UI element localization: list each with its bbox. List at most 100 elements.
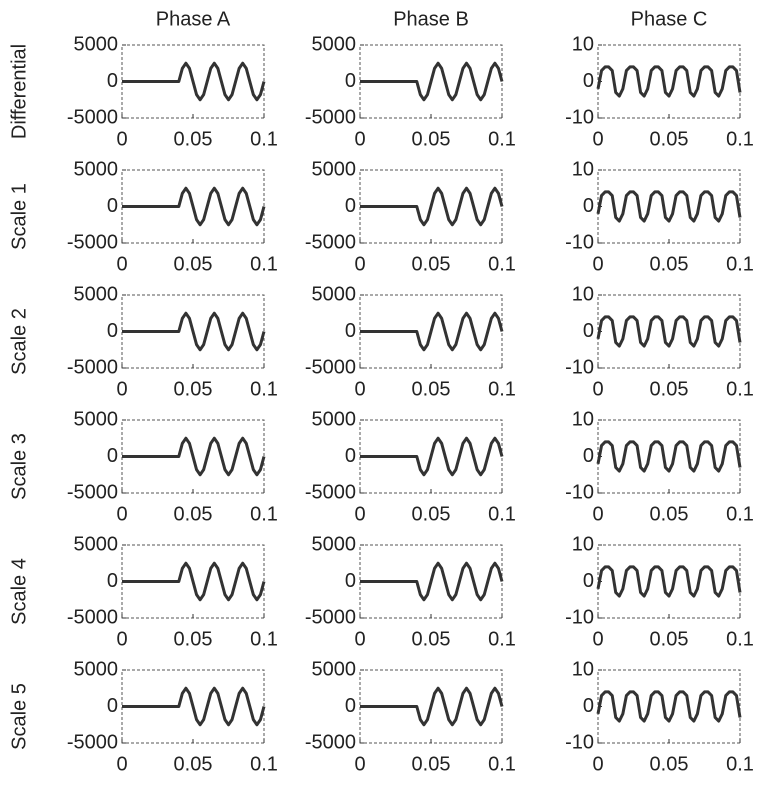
x-tick-label: 0.05 xyxy=(174,128,213,150)
y-tick-label: 5000 xyxy=(312,408,357,430)
x-tick-label: 0.1 xyxy=(488,128,516,150)
y-tick-label: -5000 xyxy=(67,731,118,753)
x-tick-label: 0.05 xyxy=(174,253,213,275)
x-tick-label: 0.1 xyxy=(726,128,754,150)
x-tick-label: 0.1 xyxy=(250,378,278,400)
y-tick-label: 5000 xyxy=(312,283,357,305)
x-tick-label: 0 xyxy=(116,378,127,400)
x-tick-label: 0 xyxy=(116,753,127,775)
figure: 50000-500000.050.1Phase ADifferential500… xyxy=(0,0,763,786)
waveform xyxy=(122,688,264,725)
y-tick-label: -5000 xyxy=(67,606,118,628)
x-tick-label: 0.05 xyxy=(412,253,451,275)
waveform xyxy=(122,563,264,600)
y-tick-label: 0 xyxy=(345,445,356,467)
y-tick-label: 0 xyxy=(345,570,356,592)
x-tick-label: 0.05 xyxy=(412,753,451,775)
plot-frame xyxy=(598,545,740,618)
y-tick-label: -10 xyxy=(565,106,594,128)
x-tick-label: 0.05 xyxy=(650,378,689,400)
plot-frame xyxy=(598,295,740,368)
y-tick-label: 0 xyxy=(583,320,594,342)
x-tick-label: 0 xyxy=(592,378,603,400)
y-tick-label: 0 xyxy=(107,70,118,92)
x-tick-label: 0.1 xyxy=(250,128,278,150)
waveform xyxy=(598,317,740,346)
y-tick-label: 5000 xyxy=(312,533,357,555)
x-tick-label: 0.1 xyxy=(250,503,278,525)
waveform xyxy=(360,63,502,100)
waveform xyxy=(360,688,502,725)
waveform xyxy=(598,692,740,721)
y-tick-label: 0 xyxy=(107,570,118,592)
x-tick-label: 0.05 xyxy=(174,628,213,650)
y-tick-label: 5000 xyxy=(74,33,119,55)
y-tick-label: -10 xyxy=(565,481,594,503)
x-tick-label: 0 xyxy=(354,128,365,150)
y-tick-label: 0 xyxy=(583,445,594,467)
y-tick-label: 10 xyxy=(572,158,594,180)
waveform xyxy=(598,567,740,596)
waveform xyxy=(122,438,264,475)
y-tick-label: -5000 xyxy=(305,481,356,503)
x-tick-label: 0 xyxy=(592,753,603,775)
waveform xyxy=(598,442,740,471)
y-tick-label: -5000 xyxy=(67,106,118,128)
y-tick-label: 5000 xyxy=(74,658,119,680)
y-tick-label: 10 xyxy=(572,408,594,430)
y-tick-label: 5000 xyxy=(74,283,119,305)
x-tick-label: 0.05 xyxy=(412,628,451,650)
x-tick-label: 0.05 xyxy=(412,128,451,150)
y-tick-label: 0 xyxy=(583,570,594,592)
y-tick-label: -5000 xyxy=(67,481,118,503)
plot-frame xyxy=(598,170,740,243)
waveform xyxy=(122,313,264,350)
y-tick-label: -5000 xyxy=(305,106,356,128)
row-label: Differential xyxy=(8,44,30,139)
waveform xyxy=(598,67,740,96)
x-tick-label: 0.1 xyxy=(250,628,278,650)
waveform xyxy=(360,313,502,350)
x-tick-label: 0 xyxy=(116,503,127,525)
row-label: Scale 4 xyxy=(8,558,30,625)
y-tick-label: 5000 xyxy=(74,158,119,180)
x-tick-label: 0.1 xyxy=(726,628,754,650)
plot-frame xyxy=(598,420,740,493)
y-tick-label: 10 xyxy=(572,33,594,55)
y-tick-label: 0 xyxy=(107,320,118,342)
x-tick-label: 0 xyxy=(592,128,603,150)
y-tick-label: -5000 xyxy=(305,356,356,378)
y-tick-label: 0 xyxy=(107,195,118,217)
y-tick-label: -5000 xyxy=(67,356,118,378)
y-tick-label: -10 xyxy=(565,231,594,253)
y-tick-label: 0 xyxy=(107,695,118,717)
y-tick-label: 10 xyxy=(572,283,594,305)
x-tick-label: 0.1 xyxy=(488,378,516,400)
y-tick-label: -5000 xyxy=(67,231,118,253)
x-tick-label: 0.05 xyxy=(650,128,689,150)
x-tick-label: 0.1 xyxy=(726,253,754,275)
waveform xyxy=(360,563,502,600)
y-tick-label: -5000 xyxy=(305,231,356,253)
x-tick-label: 0 xyxy=(354,253,365,275)
column-title: Phase A xyxy=(156,8,231,30)
y-tick-label: 10 xyxy=(572,533,594,555)
y-tick-label: -10 xyxy=(565,606,594,628)
x-tick-label: 0.1 xyxy=(488,628,516,650)
y-tick-label: 0 xyxy=(345,70,356,92)
y-tick-label: 5000 xyxy=(312,158,357,180)
x-tick-label: 0.05 xyxy=(650,628,689,650)
x-tick-label: 0 xyxy=(354,503,365,525)
x-tick-label: 0.1 xyxy=(488,753,516,775)
y-tick-label: 0 xyxy=(583,195,594,217)
waveform xyxy=(122,63,264,100)
x-tick-label: 0 xyxy=(116,128,127,150)
y-tick-label: 0 xyxy=(345,695,356,717)
x-tick-label: 0.05 xyxy=(412,378,451,400)
y-tick-label: 0 xyxy=(583,70,594,92)
x-tick-label: 0.1 xyxy=(726,503,754,525)
x-tick-label: 0.05 xyxy=(650,753,689,775)
column-title: Phase B xyxy=(393,8,469,30)
row-label: Scale 5 xyxy=(8,683,30,750)
y-tick-label: 0 xyxy=(583,695,594,717)
